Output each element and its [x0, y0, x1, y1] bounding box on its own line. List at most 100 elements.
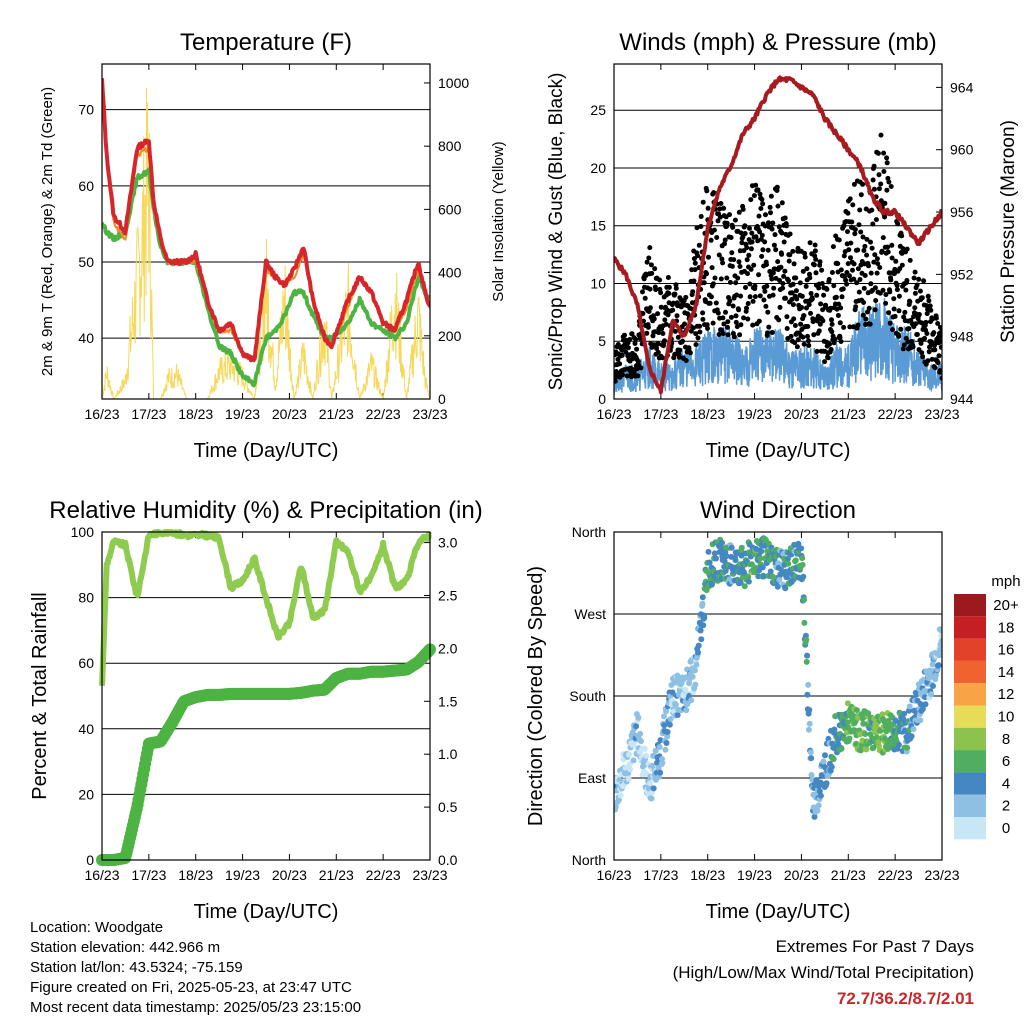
gust-point — [733, 319, 739, 325]
gust-point — [852, 227, 858, 232]
extremes-title: Extremes For Past 7 Days — [775, 937, 974, 956]
gust-point — [725, 319, 731, 325]
gust-point — [738, 293, 744, 299]
gust-point — [792, 323, 798, 328]
gust-point — [765, 330, 770, 336]
gust-point — [799, 293, 805, 299]
extremes-panel: Extremes For Past 7 Days (High/Low/Max W… — [673, 934, 974, 1012]
y-tick-label: 10 — [590, 275, 606, 291]
gust-point — [654, 346, 660, 351]
gust-point — [773, 247, 779, 253]
gust-point — [871, 186, 877, 192]
gust-point — [819, 281, 825, 286]
colorbar-swatch — [954, 772, 986, 795]
direction-point — [805, 726, 812, 733]
gust-point — [653, 287, 659, 293]
direction-point — [785, 560, 792, 567]
gust-point — [845, 229, 850, 235]
x-tick-label: 19/23 — [225, 406, 260, 422]
gust-point — [662, 317, 668, 323]
gust-point — [799, 305, 805, 310]
panel-1-xlabel: Time (Day/UTC) — [194, 440, 339, 462]
gust-point — [747, 294, 753, 300]
gust-point — [697, 329, 703, 335]
gust-point — [762, 223, 768, 229]
colorbar-swatch — [954, 727, 986, 751]
gust-point — [777, 304, 783, 310]
direction-point — [917, 717, 924, 724]
y-tick-label: 50 — [78, 254, 94, 270]
gust-point — [665, 312, 671, 318]
gust-point — [806, 302, 812, 308]
gust-point — [801, 341, 807, 347]
gust-point — [867, 321, 873, 327]
gust-point — [869, 207, 875, 213]
gust-point — [851, 276, 857, 282]
gust-point — [759, 232, 765, 238]
direction-point — [831, 726, 838, 733]
gust-point — [647, 245, 653, 251]
panel-2-ylabel-right: Station Pressure (Maroon) — [998, 120, 1019, 343]
direction-point — [808, 772, 815, 778]
colorbar-swatch — [954, 817, 986, 840]
gust-point — [857, 277, 863, 282]
direction-point — [633, 723, 640, 730]
gust-point — [787, 231, 793, 237]
gust-point — [652, 266, 658, 272]
direction-point — [858, 742, 865, 749]
panel-2-frame — [613, 63, 943, 400]
gust-point — [704, 271, 709, 277]
gust-point — [784, 326, 790, 331]
colorbar-swatch — [954, 594, 986, 617]
gust-point — [650, 333, 656, 339]
gust-point — [798, 321, 804, 327]
gust-point — [931, 330, 937, 336]
direction-point — [792, 557, 799, 564]
gust-point — [851, 181, 857, 187]
gust-point — [781, 239, 787, 245]
gust-point — [718, 276, 724, 282]
gust-point — [745, 271, 750, 277]
colorbar-label: 14 — [998, 664, 1015, 681]
direction-point — [862, 731, 869, 737]
direction-point — [799, 555, 806, 562]
direction-point — [719, 539, 725, 546]
gust-point — [804, 266, 810, 272]
gust-point — [829, 317, 834, 323]
gust-point — [793, 288, 799, 294]
gust-point — [640, 311, 646, 316]
gust-point — [887, 289, 893, 295]
gust-point — [800, 268, 806, 274]
gust-point — [857, 207, 863, 213]
direction-point — [901, 710, 908, 717]
direction-point — [803, 658, 810, 665]
gust-point — [853, 304, 859, 310]
gust-point — [901, 342, 907, 348]
data-timestamp: Most recent data timestamp: 2025/05/23 2… — [30, 999, 362, 1016]
gust-point — [875, 261, 881, 267]
x-tick-label: 23/23 — [412, 867, 447, 883]
gust-point — [907, 257, 913, 263]
direction-point — [657, 737, 664, 744]
direction-point — [622, 765, 629, 771]
y-right-tick-label: 0 — [438, 391, 446, 407]
gust-point — [733, 280, 739, 286]
gust-point — [794, 296, 800, 302]
direction-point — [906, 703, 913, 710]
gust-point — [675, 334, 681, 340]
gust-point — [704, 322, 710, 328]
gust-point — [910, 344, 916, 350]
direction-point — [614, 803, 619, 810]
gust-point — [902, 309, 908, 315]
gust-point — [775, 203, 781, 209]
gust-point — [819, 267, 825, 273]
gust-point — [933, 315, 939, 321]
gust-point — [782, 268, 788, 274]
gust-point — [847, 196, 853, 202]
direction-point — [808, 755, 815, 762]
direction-point — [660, 713, 667, 720]
gust-point — [772, 232, 778, 238]
gust-point — [692, 267, 698, 273]
direction-point — [662, 746, 669, 753]
gust-point — [875, 150, 881, 156]
